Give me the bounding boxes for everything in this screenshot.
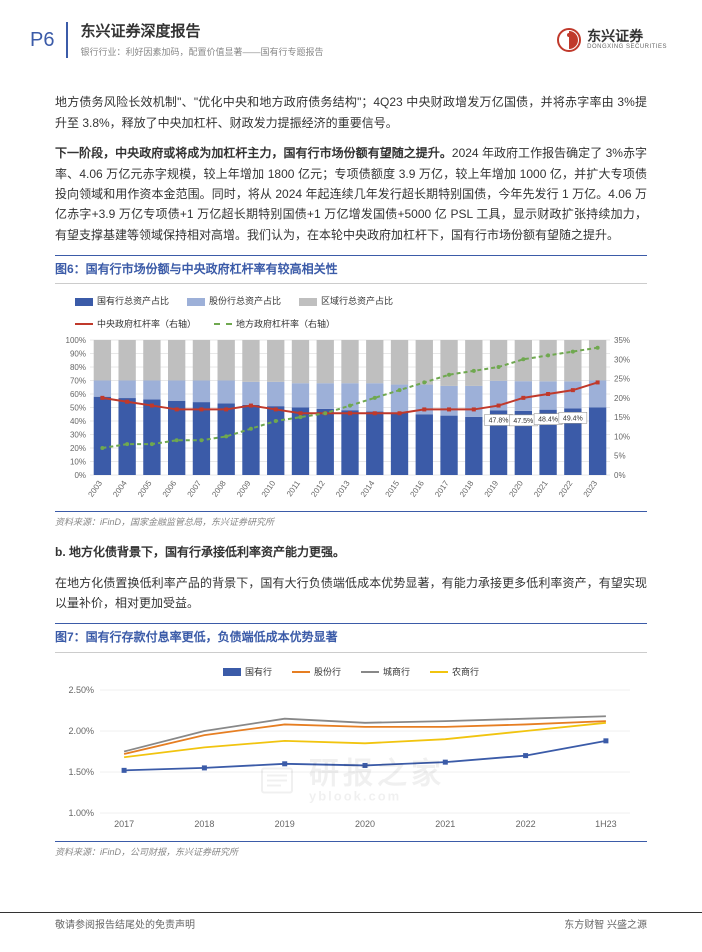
watermark-sub: yblook.com — [309, 789, 445, 802]
report-title: 东兴证券深度报告 — [80, 20, 557, 44]
body-content: 地方债务风险长效机制"、"优化中央和地方政府债务结构"；4Q23 中央财政增发万… — [0, 67, 702, 859]
fig6-source: 资料来源：iFinD，国家金融监管总局，东兴证券研究所 — [55, 511, 647, 529]
footer-right: 东方财智 兴盛之源 — [564, 918, 647, 934]
svg-text:2021: 2021 — [532, 479, 550, 499]
svg-text:25%: 25% — [614, 375, 630, 384]
svg-text:70%: 70% — [70, 377, 86, 386]
paragraph-1: 地方债务风险长效机制"、"优化中央和地方政府债务结构"；4Q23 中央财政增发万… — [55, 92, 647, 133]
fig6-legend-2: 中央政府杠杆率（右轴） 地方政府杠杆率（右轴） — [55, 313, 647, 335]
header-titles: 东兴证券深度报告 银行行业：利好因素加码，配置价值显著——国有行专题报告 — [80, 20, 557, 59]
svg-text:2.50%: 2.50% — [68, 685, 94, 695]
legend-central-lev: 中央政府杠杆率（右轴） — [75, 317, 196, 331]
legend-local-lev: 地方政府杠杆率（右轴） — [214, 317, 335, 331]
svg-text:2009: 2009 — [235, 479, 253, 499]
logo-cn: 东兴证券 — [587, 29, 667, 44]
footer-left: 敬请参阅报告结尾处的免责声明 — [55, 918, 195, 934]
fig6-title: 图6：国有行市场份额与中央政府杠杆率有较高相关性 — [55, 255, 647, 284]
svg-text:2011: 2011 — [285, 479, 303, 499]
svg-text:60%: 60% — [70, 390, 86, 399]
svg-text:2005: 2005 — [136, 479, 154, 499]
svg-text:35%: 35% — [614, 336, 630, 345]
legend-regional: 区域行总资产占比 — [299, 294, 393, 308]
svg-text:2015: 2015 — [384, 479, 402, 499]
watermark: 研报之家 yblook.com — [257, 759, 445, 802]
svg-text:2019: 2019 — [483, 479, 501, 499]
svg-text:2007: 2007 — [185, 479, 203, 499]
legend7-state: 国有行 — [223, 665, 272, 679]
svg-text:100%: 100% — [66, 336, 86, 345]
svg-text:50%: 50% — [70, 404, 86, 413]
svg-text:47.8%: 47.8% — [489, 418, 509, 425]
fig7-legend: 国有行 股份行 城商行 农商行 — [55, 659, 647, 685]
svg-text:2014: 2014 — [359, 479, 377, 499]
legend-state: 国有行总资产占比 — [75, 294, 169, 308]
svg-text:2020: 2020 — [507, 479, 525, 499]
svg-text:20%: 20% — [70, 444, 86, 453]
svg-text:2018: 2018 — [194, 819, 214, 829]
page-footer: 敬请参阅报告结尾处的免责声明 东方财智 兴盛之源 — [0, 912, 702, 934]
page-header: P6 东兴证券深度报告 银行行业：利好因素加码，配置价值显著——国有行专题报告 … — [0, 0, 702, 67]
svg-text:0%: 0% — [74, 471, 86, 480]
svg-text:2.00%: 2.00% — [68, 726, 94, 736]
legend7-rural: 农商行 — [430, 665, 479, 679]
fig6-svg: 0% 10% 20% 30% 40% 50% 60% 70% 80% 90% 100% 0% 5% 10%… — [55, 335, 645, 505]
legend7-city: 城商行 — [361, 665, 410, 679]
svg-text:2020: 2020 — [355, 819, 375, 829]
svg-text:0%: 0% — [614, 471, 626, 480]
logo-en: DONGXING SECURITIES — [587, 44, 667, 51]
svg-text:90%: 90% — [70, 350, 86, 359]
svg-text:1H23: 1H23 — [595, 819, 617, 829]
svg-text:2021: 2021 — [435, 819, 455, 829]
svg-text:48.4%: 48.4% — [538, 417, 558, 424]
svg-text:2016: 2016 — [408, 479, 426, 499]
svg-text:47.5%: 47.5% — [513, 418, 533, 425]
watermark-icon — [257, 761, 297, 801]
svg-text:40%: 40% — [70, 417, 86, 426]
svg-text:2006: 2006 — [161, 479, 179, 499]
svg-text:2010: 2010 — [260, 479, 278, 499]
svg-text:2022: 2022 — [516, 819, 536, 829]
fig6-chart: 国有行总资产占比 股份行总资产占比 区域行总资产占比 中央政府杠杆率（右轴） 地… — [55, 290, 647, 505]
svg-text:2003: 2003 — [86, 479, 104, 499]
report-subtitle: 银行行业：利好因素加码，配置价值显著——国有行专题报告 — [80, 45, 557, 59]
svg-text:10%: 10% — [70, 458, 86, 467]
svg-text:2012: 2012 — [309, 479, 327, 499]
svg-text:2017: 2017 — [433, 479, 451, 499]
fig6-legend: 国有行总资产占比 股份行总资产占比 区域行总资产占比 — [55, 290, 647, 312]
svg-text:1.00%: 1.00% — [68, 808, 94, 818]
fig7-title: 图7：国有行存款付息率更低，负债端低成本优势显著 — [55, 623, 647, 652]
section-b-title: b. 地方化债背景下，国有行承接低利率资产能力更强。 — [55, 543, 647, 562]
watermark-text: 研报之家 — [309, 759, 445, 789]
svg-text:49.4%: 49.4% — [563, 415, 583, 422]
svg-text:80%: 80% — [70, 363, 86, 372]
logo-icon — [557, 28, 581, 52]
para2-rest: 2024 年政府工作报告确定了 3%赤字率、4.06 万亿元赤字规模，较上年增加… — [55, 146, 647, 242]
svg-text:2022: 2022 — [557, 479, 575, 499]
paragraph-3: 在地方化债置换低利率产品的背景下，国有大行负债端低成本优势显著，有能力承接更多低… — [55, 573, 647, 614]
para2-lead: 下一阶段，中央政府或将成为加杠杆主力，国有行市场份额有望随之提升。 — [55, 146, 452, 160]
fig7-chart: 国有行 股份行 城商行 农商行 1.00% 1.50% 2.00% 2.50% 2017… — [55, 659, 647, 835]
legend-joint: 股份行总资产占比 — [187, 294, 281, 308]
header-divider — [66, 22, 68, 58]
svg-text:2019: 2019 — [275, 819, 295, 829]
svg-text:30%: 30% — [70, 431, 86, 440]
svg-text:2017: 2017 — [114, 819, 134, 829]
svg-text:2004: 2004 — [111, 479, 129, 499]
svg-text:5%: 5% — [614, 452, 626, 461]
svg-text:15%: 15% — [614, 413, 630, 422]
company-logo: 东兴证券 DONGXING SECURITIES — [557, 28, 667, 52]
svg-text:2018: 2018 — [458, 479, 476, 499]
legend7-joint: 股份行 — [292, 665, 341, 679]
svg-text:2023: 2023 — [582, 479, 600, 499]
svg-text:20%: 20% — [614, 394, 630, 403]
page-number: P6 — [30, 24, 54, 56]
paragraph-2: 下一阶段，中央政府或将成为加杠杆主力，国有行市场份额有望随之提升。2024 年政… — [55, 143, 647, 245]
fig7-source: 资料来源：iFinD，公司财报，东兴证券研究所 — [55, 841, 647, 859]
svg-text:2013: 2013 — [334, 479, 352, 499]
svg-text:30%: 30% — [614, 355, 630, 364]
logo-text: 东兴证券 DONGXING SECURITIES — [587, 29, 667, 51]
svg-text:2008: 2008 — [210, 479, 228, 499]
svg-text:10%: 10% — [614, 433, 630, 442]
svg-text:1.50%: 1.50% — [68, 767, 94, 777]
